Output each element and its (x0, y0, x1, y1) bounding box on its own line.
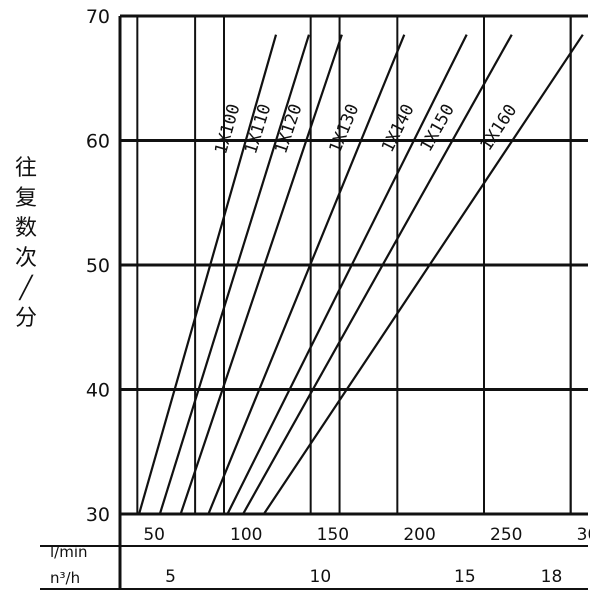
series-line (179, 34, 343, 515)
series-line (207, 34, 406, 515)
grid (120, 14, 588, 516)
x-tick-labels-m3h: 5 10 15 18 (165, 567, 562, 587)
x-tick-label-m3h: 15 (454, 567, 476, 587)
x-tick-label-m3h: 5 (165, 567, 176, 587)
series-lines (138, 34, 584, 515)
x-tick-label-lmin: 50 (143, 525, 165, 545)
y-axis-label-char: ╱ (18, 274, 34, 301)
series-line (138, 34, 278, 515)
x-unit-labels: l/min n³/h (50, 543, 88, 587)
x-tick-label-lmin: 200 (403, 525, 435, 545)
x-tick-label-lmin: 150 (317, 525, 349, 545)
y-axis-label-char: 分 (15, 306, 37, 331)
y-tick-label: 60 (86, 131, 110, 153)
x-tick-labels-lmin: 50 100 150 200 250 300 (143, 525, 590, 545)
series-label: 1X110 (241, 102, 275, 157)
y-tick-label: 30 (86, 504, 110, 526)
x-unit-m3h: n³/h (50, 569, 80, 587)
y-tick-label: 40 (86, 380, 110, 402)
series-label: 1X150 (416, 101, 458, 155)
y-axis-label-char: 数 (15, 216, 37, 241)
x-tick-label-lmin: 300 (577, 525, 590, 545)
series-label: 1X140 (378, 101, 419, 156)
y-tick-label: 50 (86, 255, 110, 277)
y-axis-label-char: 复 (15, 186, 37, 211)
series-line (242, 34, 513, 515)
y-tick-label: 70 (86, 6, 110, 28)
x-tick-label-m3h: 10 (310, 567, 332, 587)
x-tick-label-m3h: 18 (541, 567, 563, 587)
y-axis-label-char: 次 (15, 246, 37, 271)
x-tick-label-lmin: 250 (490, 525, 522, 545)
series-line (262, 34, 584, 515)
plot-frame (40, 14, 588, 590)
x-unit-lmin: l/min (50, 543, 88, 561)
y-tick-labels: 30 40 50 60 70 (86, 6, 110, 526)
series-label: 1X100 (211, 102, 244, 157)
series-line (158, 34, 310, 515)
series-label: 1X120 (271, 101, 306, 156)
y-axis-label-char: 往 (15, 156, 37, 181)
series-line (226, 34, 468, 515)
x-tick-label-lmin: 100 (230, 525, 262, 545)
